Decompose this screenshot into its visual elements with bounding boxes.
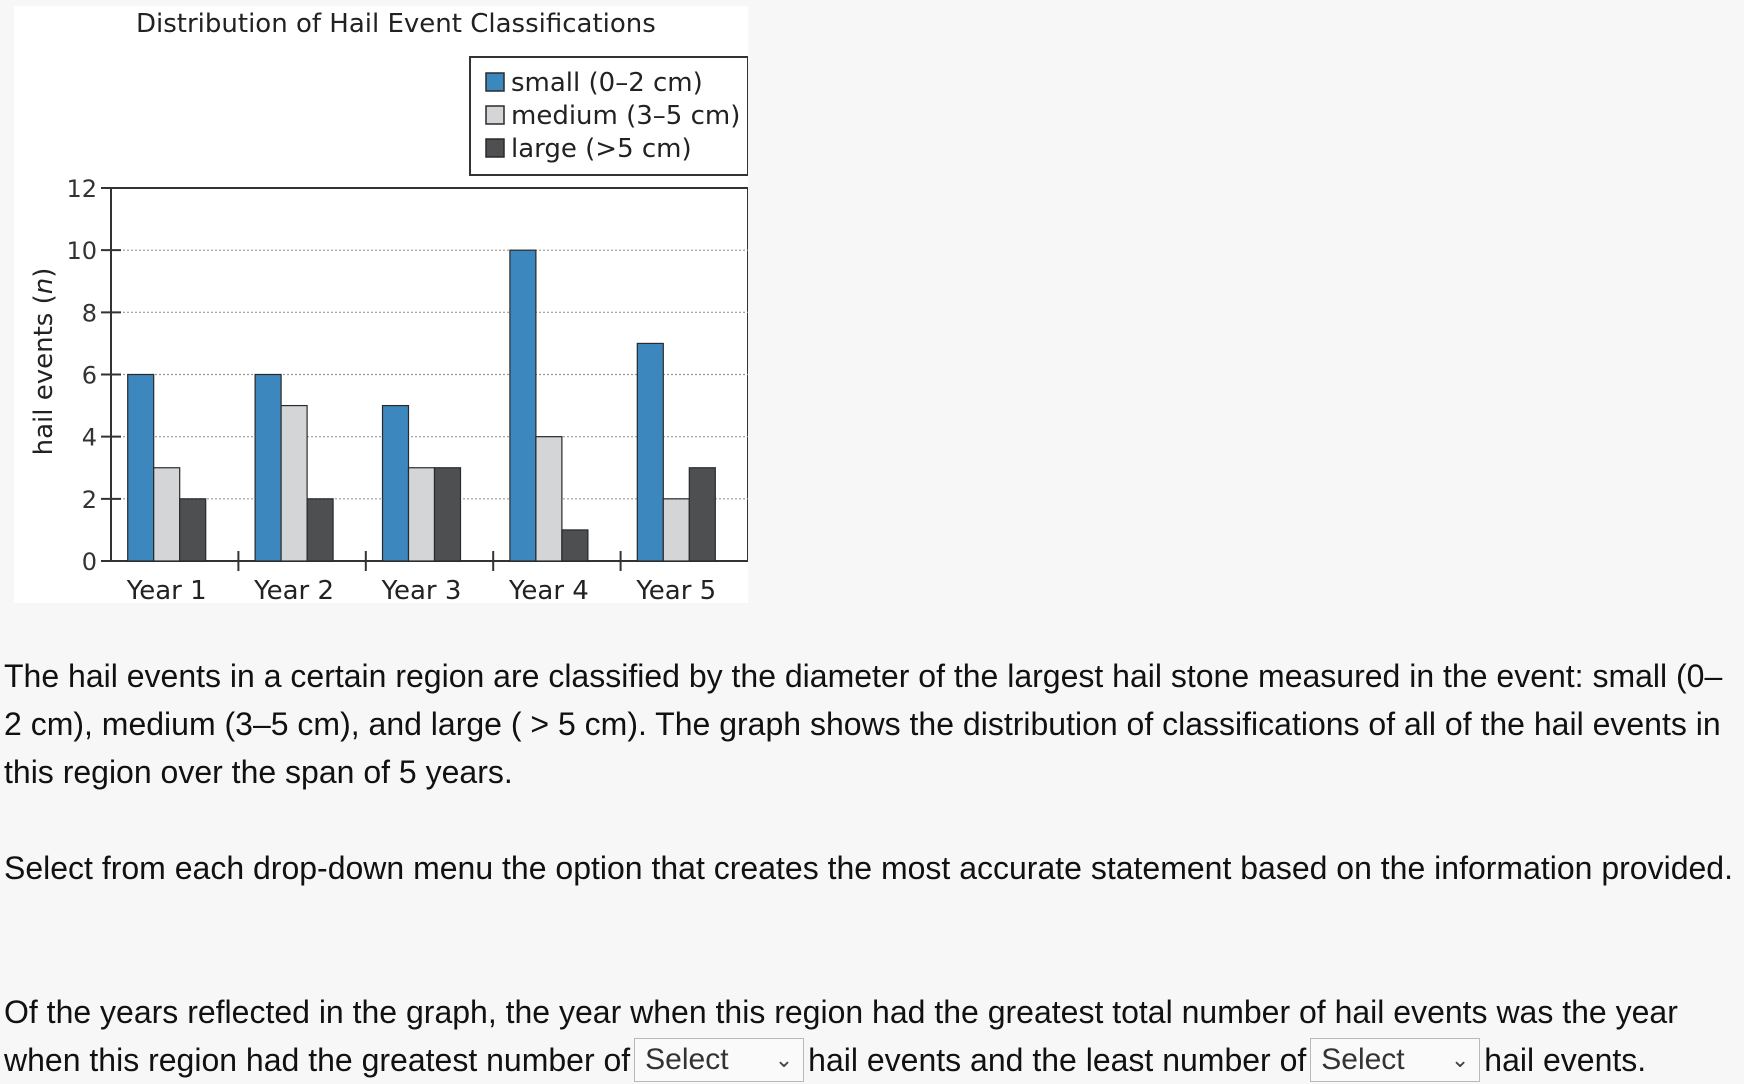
statement-part-1: Of the years reflected in the graph, the… [4,994,1678,1078]
legend-box [469,56,748,176]
y-tick-label: 8 [82,299,97,327]
y-tick-label: 10 [66,237,97,265]
chart-container: Distribution of Hail Event Classificatio… [14,6,748,603]
y-axis-label: hail events (n) [29,268,59,456]
description-paragraph: The hail events in a certain region are … [4,658,1723,790]
y-axis-label-variable: n [29,278,59,294]
bar-5-1 [636,342,664,562]
chevron-down-icon: ⌄ [1450,1046,1470,1072]
bar-1-3 [179,498,207,562]
first-dropdown-value: Select [645,1042,729,1076]
legend-label: medium (3–5 cm) [511,101,740,131]
bar-chart: Distribution of Hail Event Classificatio… [29,9,748,603]
bar-1-2 [153,467,181,562]
statement-part-3: hail events. [1484,1042,1647,1078]
bar-4-3 [561,529,589,562]
y-tick-label: 4 [82,424,97,452]
y-tick-label: 12 [66,175,97,203]
bar-2-1 [254,373,282,562]
bar-2-2 [280,404,308,562]
bar-4-2 [535,436,563,562]
bar-5-3 [688,467,716,562]
x-tick-label: Year 4 [508,576,589,603]
legend-swatch [485,138,505,158]
second-dropdown-value: Select [1321,1042,1405,1076]
y-tick-label: 6 [82,362,97,390]
x-tick-label: Year 5 [635,576,716,603]
bar-3-2 [407,467,436,562]
question-statement: Of the years reflected in the graph, the… [4,988,1740,1084]
y-tick-label: 2 [82,486,97,514]
chart-title: Distribution of Hail Event Classificatio… [136,9,656,39]
y-tick-label: 0 [82,548,97,576]
x-tick-label: Year 1 [126,576,207,603]
bar-4-1 [509,249,537,562]
instruction-paragraph: Select from each drop-down menu the opti… [4,850,1733,886]
y-axis-label-text: hail events ( [29,294,59,455]
y-axis-label-close: ) [29,268,59,278]
x-tick-label: Year 2 [253,576,334,603]
chevron-down-icon: ⌄ [774,1046,794,1072]
legend-swatch [485,72,505,92]
bar-5-2 [662,498,690,562]
bar-1-1 [127,373,155,562]
bar-3-1 [381,404,410,562]
second-dropdown[interactable]: Select ⌄ [1310,1037,1481,1082]
legend-label: large (>5 cm) [511,134,692,164]
bar-2-3 [306,498,334,562]
statement-part-2: hail events and the least number of [808,1042,1307,1078]
x-tick-label: Year 3 [381,576,462,603]
bar-3-3 [433,467,462,562]
first-dropdown[interactable]: Select ⌄ [634,1037,805,1082]
legend-label: small (0–2 cm) [511,68,703,98]
legend-swatch [485,105,505,125]
